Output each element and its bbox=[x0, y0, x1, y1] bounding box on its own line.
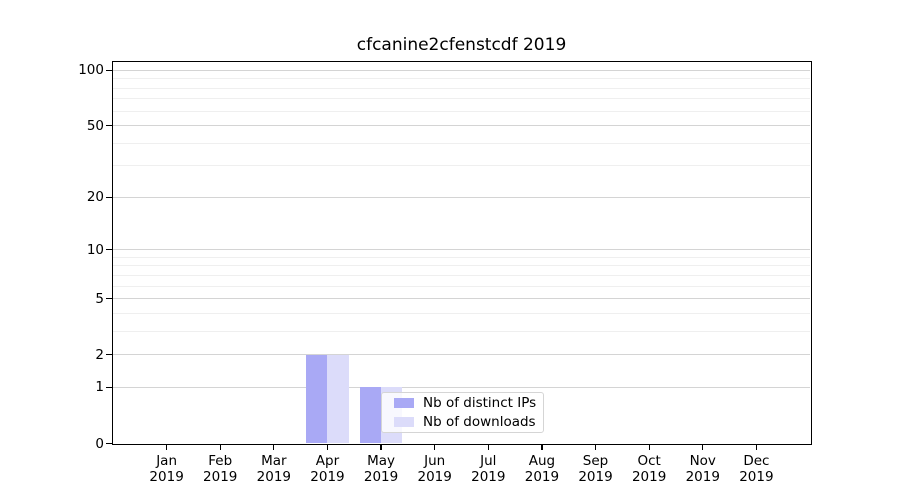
y-tick-20 bbox=[106, 196, 112, 198]
x-tick-aug-2019 bbox=[541, 443, 543, 450]
legend: Nb of distinct IPs Nb of downloads bbox=[381, 392, 544, 433]
x-tick-label-nov-2019: Nov 2019 bbox=[685, 452, 720, 485]
y-tick-50 bbox=[106, 125, 112, 127]
x-tick-feb-2019 bbox=[219, 443, 221, 450]
x-tick-label-dec-2019: Dec 2019 bbox=[739, 452, 774, 485]
y-tick-label-10: 10 bbox=[86, 241, 104, 258]
x-tick-label-jan-2019: Jan 2019 bbox=[149, 452, 184, 485]
gridline-minor-30 bbox=[113, 165, 810, 167]
y-tick-2 bbox=[106, 354, 112, 356]
gridline-major-2 bbox=[113, 354, 810, 356]
y-tick-10 bbox=[106, 249, 112, 251]
bar-nb-of-distinct-ips-may-2019 bbox=[359, 387, 382, 444]
x-tick-may-2019 bbox=[380, 443, 382, 450]
gridline-minor-80 bbox=[113, 87, 810, 89]
bar-nb-of-downloads-apr-2019 bbox=[327, 354, 349, 444]
y-tick-label-100: 100 bbox=[78, 62, 104, 79]
legend-swatch-downloads bbox=[394, 417, 414, 428]
x-tick-jan-2019 bbox=[166, 443, 168, 450]
x-tick-label-jul-2019: Jul 2019 bbox=[471, 452, 506, 485]
gridline-major-100 bbox=[113, 69, 810, 71]
gridline-minor-90 bbox=[113, 78, 810, 80]
legend-swatch-distinct-ips bbox=[394, 397, 414, 408]
x-tick-dec-2019 bbox=[755, 443, 757, 450]
gridline-minor-7 bbox=[113, 274, 810, 276]
gridline-minor-8 bbox=[113, 265, 810, 267]
x-tick-label-apr-2019: Apr 2019 bbox=[310, 452, 345, 485]
x-tick-label-feb-2019: Feb 2019 bbox=[203, 452, 238, 485]
y-tick-100 bbox=[106, 69, 112, 71]
x-tick-jun-2019 bbox=[434, 443, 436, 450]
gridline-minor-3 bbox=[113, 330, 810, 332]
gridline-major-5 bbox=[113, 298, 810, 300]
y-tick-1 bbox=[106, 386, 112, 389]
y-tick-label-0: 0 bbox=[95, 435, 104, 452]
y-tick-label-5: 5 bbox=[95, 290, 104, 307]
gridline-minor-6 bbox=[113, 285, 810, 287]
gridline-major-50 bbox=[113, 125, 810, 127]
gridline-minor-70 bbox=[113, 98, 810, 100]
x-tick-sep-2019 bbox=[594, 443, 597, 450]
gridline-minor-4 bbox=[113, 312, 810, 314]
x-tick-label-oct-2019: Oct 2019 bbox=[631, 452, 667, 485]
gridline-major-20 bbox=[113, 196, 810, 198]
x-tick-label-mar-2019: Mar 2019 bbox=[256, 452, 292, 485]
legend-label-downloads: Nb of downloads bbox=[423, 414, 536, 431]
legend-label-distinct-ips: Nb of distinct IPs bbox=[423, 394, 537, 411]
y-tick-0 bbox=[106, 442, 112, 445]
bar-nb-of-distinct-ips-apr-2019 bbox=[306, 354, 328, 444]
y-tick-label-2: 2 bbox=[95, 346, 104, 363]
x-tick-apr-2019 bbox=[326, 443, 329, 450]
y-tick-label-1: 1 bbox=[95, 379, 104, 396]
gridline-minor-40 bbox=[113, 142, 810, 144]
x-tick-label-jun-2019: Jun 2019 bbox=[417, 452, 452, 485]
x-tick-label-may-2019: May 2019 bbox=[363, 452, 399, 485]
x-tick-label-aug-2019: Aug 2019 bbox=[524, 452, 560, 485]
gridline-minor-9 bbox=[113, 256, 810, 258]
x-tick-nov-2019 bbox=[702, 443, 704, 450]
gridline-major-10 bbox=[113, 249, 810, 251]
legend-item-downloads: Nb of downloads bbox=[382, 413, 543, 433]
y-tick-5 bbox=[106, 298, 112, 300]
y-tick-label-20: 20 bbox=[86, 189, 104, 206]
x-tick-mar-2019 bbox=[273, 443, 275, 450]
x-tick-jul-2019 bbox=[487, 443, 489, 450]
x-tick-oct-2019 bbox=[648, 443, 650, 450]
y-tick-label-50: 50 bbox=[86, 117, 104, 134]
x-tick-label-sep-2019: Sep 2019 bbox=[578, 452, 613, 485]
legend-item-distinct-ips: Nb of distinct IPs bbox=[382, 393, 543, 413]
gridline-major-1 bbox=[113, 386, 810, 388]
chart-title: cfcanine2cfenstcdf 2019 bbox=[356, 35, 567, 55]
gridline-minor-60 bbox=[113, 110, 810, 112]
